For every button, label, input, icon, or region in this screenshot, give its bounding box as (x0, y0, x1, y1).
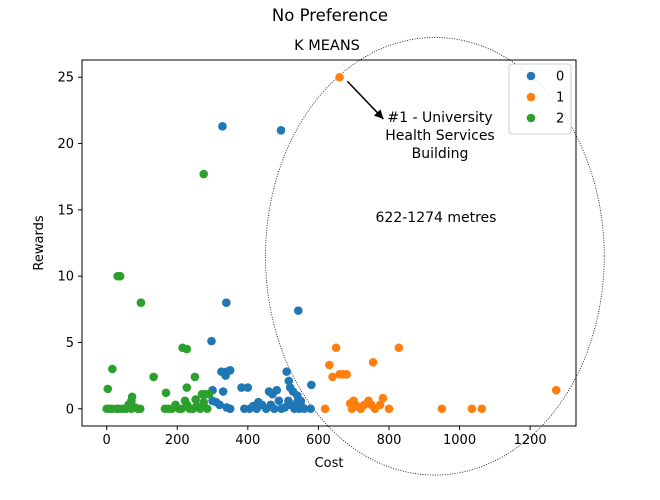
point-cluster-0-4 (207, 336, 216, 346)
point-cluster-1-23 (467, 404, 477, 414)
point-cluster-1-19 (384, 404, 394, 414)
point-cluster-1-21 (347, 404, 357, 414)
point-cluster-2-29 (135, 404, 145, 414)
ellipse-layer (265, 37, 605, 476)
point-cluster-2-43 (202, 404, 212, 414)
y-tick-label-4: 20 (57, 137, 74, 152)
point-cluster-2-5 (182, 344, 192, 354)
y-axis-label: Rewards (32, 215, 47, 270)
x-tick-label-5: 1000 (443, 433, 476, 448)
point-cluster-0-21 (282, 367, 291, 376)
point-cluster-2-6 (108, 364, 117, 374)
annotation-building-line-0: #1 - University (387, 110, 492, 126)
point-cluster-0-46 (300, 404, 309, 414)
point-cluster-2-14 (191, 395, 200, 404)
annotation-building-line-1: Health Services (385, 128, 494, 144)
x-tick-label-1: 200 (165, 433, 190, 448)
point-cluster-1-1 (331, 343, 341, 353)
point-cluster-2-10 (182, 383, 192, 392)
x-tick-label-2: 400 (235, 433, 260, 448)
point-cluster-2-42 (199, 397, 209, 407)
axis-ticks: 0 200 400 600 800 1000 1200 0 5 10 15 20 25 (57, 71, 546, 448)
point-cluster-0-20 (307, 380, 316, 390)
point-cluster-0-8 (221, 371, 230, 380)
annotations: #1 - University Health Services Building 62… (346, 80, 497, 226)
data-points (102, 72, 561, 414)
point-cluster-0-15 (272, 385, 282, 395)
point-cluster-0-37 (274, 396, 284, 406)
point-cluster-0-1 (276, 125, 286, 135)
y-tick-label-1: 5 (66, 336, 74, 351)
legend: 0 1 2 (508, 63, 572, 135)
point-cluster-0-22 (284, 376, 294, 386)
point-cluster-2-2 (115, 271, 125, 281)
point-cluster-2-17 (204, 389, 214, 399)
y-tick-label-5: 25 (57, 71, 74, 86)
point-cluster-1-4 (368, 358, 378, 367)
point-cluster-0-36 (270, 404, 279, 414)
x-tick-label-3: 600 (306, 433, 331, 448)
point-cluster-1-17 (375, 400, 385, 410)
point-cluster-1-2 (394, 343, 404, 353)
annotation-distance-range: 622-1274 metres (376, 210, 497, 226)
point-cluster-0-25 (215, 400, 224, 410)
plot-frame (81, 59, 577, 427)
legend-label-2: 2 (556, 112, 564, 127)
point-cluster-1-5 (328, 372, 337, 382)
point-cluster-0-12 (243, 383, 253, 392)
x-tick-label-0: 0 (103, 433, 111, 448)
annotation-building-line-2: Building (412, 146, 469, 162)
point-cluster-2-0 (199, 169, 209, 179)
point-cluster-0-2 (294, 306, 303, 315)
point-cluster-0-3 (222, 298, 231, 307)
legend-frame (508, 63, 572, 135)
point-cluster-1-24 (477, 404, 487, 414)
point-cluster-1-25 (551, 385, 561, 395)
y-tick-label-2: 10 (57, 270, 74, 285)
annotation-arrow-head (373, 109, 384, 120)
point-cluster-0-11 (237, 383, 246, 392)
point-cluster-2-41 (195, 404, 205, 414)
point-cluster-2-7 (190, 372, 200, 382)
legend-label-1: 1 (556, 91, 564, 106)
y-tick-label-3: 15 (57, 203, 74, 218)
legend-marker-1 (526, 92, 536, 102)
x-tick-label-4: 800 (377, 433, 402, 448)
x-tick-label-6: 1200 (514, 433, 547, 448)
point-cluster-2-8 (149, 372, 158, 382)
figure-suptitle: No Preference (271, 6, 389, 25)
point-cluster-2-13 (127, 392, 137, 402)
point-cluster-1-18 (378, 393, 388, 403)
point-cluster-1-3 (325, 360, 334, 370)
point-cluster-1-20 (320, 404, 330, 414)
legend-marker-2 (526, 113, 536, 123)
x-axis-label: Cost (315, 456, 344, 471)
point-cluster-0-9 (218, 387, 228, 396)
point-cluster-0-0 (218, 122, 227, 131)
point-cluster-1-0 (335, 72, 344, 82)
point-cluster-2-3 (136, 298, 146, 307)
point-cluster-0-47 (306, 404, 315, 414)
chart-title: K MEANS (294, 38, 360, 54)
range-ellipse (265, 37, 605, 476)
point-cluster-2-9 (161, 388, 171, 398)
y-tick-label-0: 0 (66, 402, 74, 417)
point-cluster-1-22 (437, 404, 447, 414)
legend-marker-0 (526, 71, 536, 81)
point-cluster-1-8 (342, 369, 351, 379)
point-cluster-0-27 (225, 404, 235, 414)
point-cluster-2-11 (103, 384, 113, 394)
legend-label-0: 0 (556, 70, 564, 85)
